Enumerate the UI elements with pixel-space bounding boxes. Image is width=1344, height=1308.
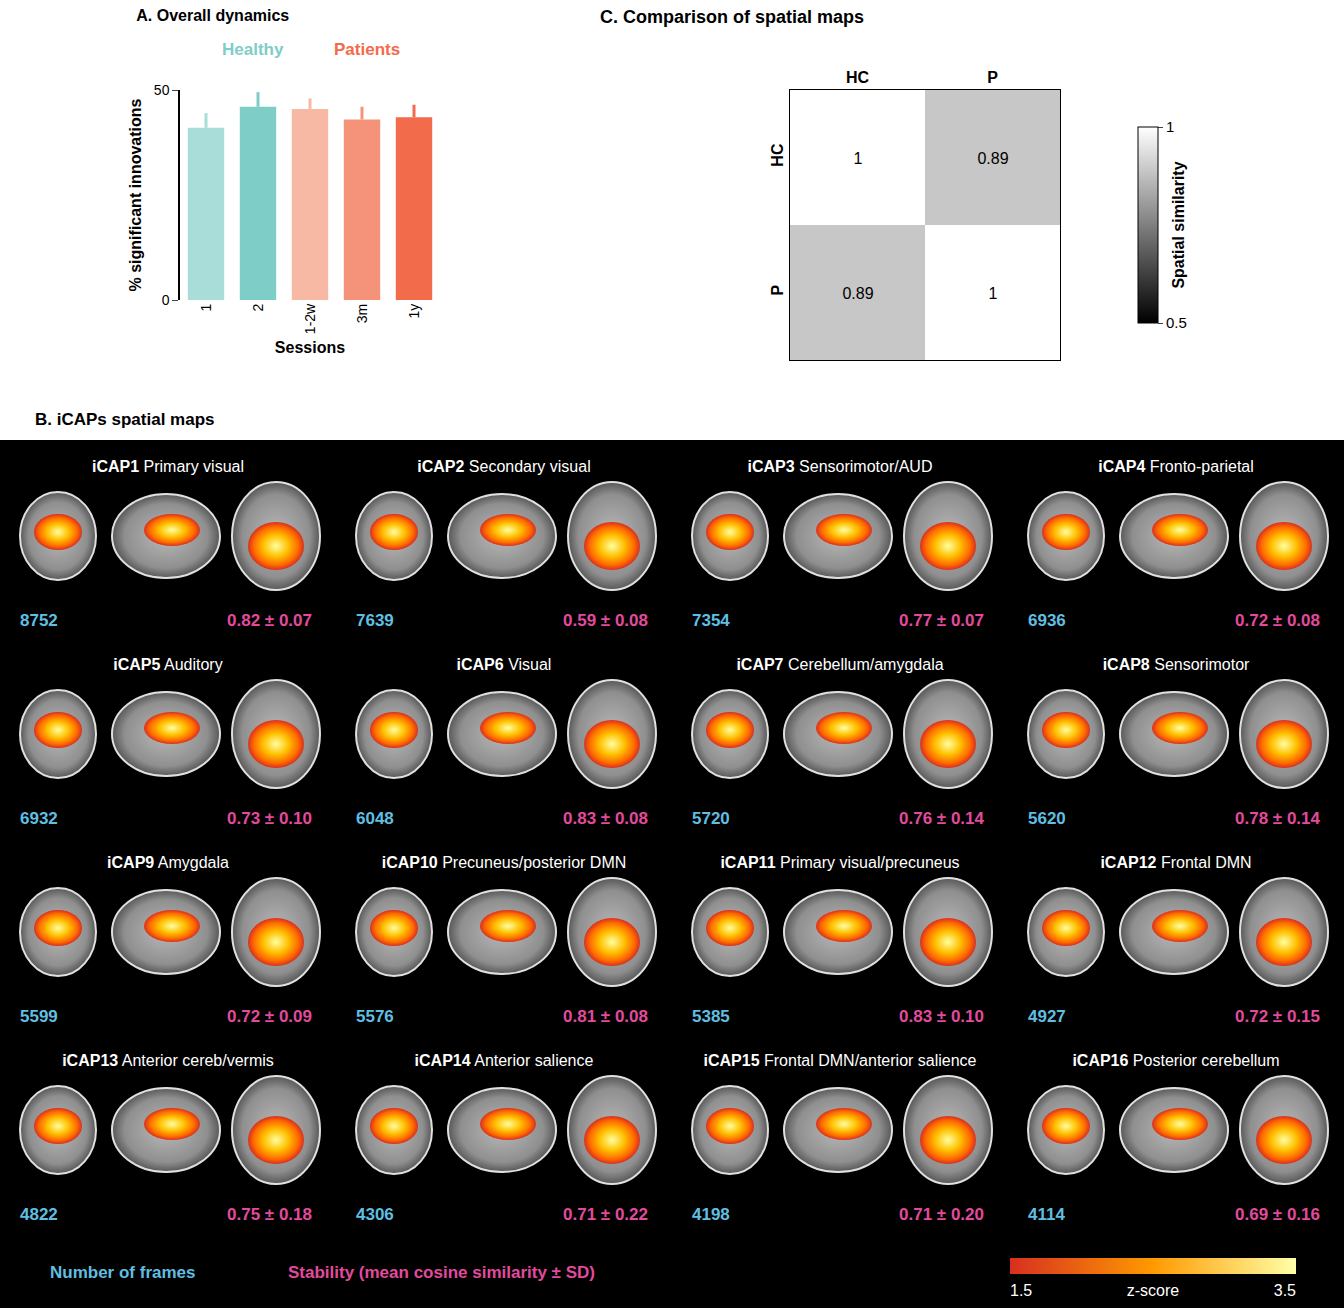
- svg-text:0.76 ± 0.14: 0.76 ± 0.14: [899, 809, 984, 828]
- svg-text:3m: 3m: [354, 304, 370, 323]
- svg-text:HC: HC: [846, 69, 870, 86]
- svg-text:1: 1: [989, 285, 998, 302]
- svg-text:0.81 ± 0.08: 0.81 ± 0.08: [563, 1007, 648, 1026]
- svg-text:4114: 4114: [1028, 1205, 1065, 1224]
- svg-text:iCAP4 Fronto-parietal: iCAP4 Fronto-parietal: [1098, 458, 1254, 475]
- svg-text:iCAP15 Frontal DMN/anterior sa: iCAP15 Frontal DMN/anterior salience: [704, 1052, 977, 1069]
- svg-text:0.69 ± 0.16: 0.69 ± 0.16: [1235, 1205, 1320, 1224]
- svg-text:0.71 ± 0.22: 0.71 ± 0.22: [563, 1205, 648, 1224]
- svg-text:4927: 4927: [1028, 1007, 1066, 1026]
- svg-text:0.83 ± 0.10: 0.83 ± 0.10: [899, 1007, 984, 1026]
- svg-text:iCAP14 Anterior salience: iCAP14 Anterior salience: [415, 1052, 594, 1069]
- svg-text:0.82 ± 0.07: 0.82 ± 0.07: [227, 611, 312, 630]
- svg-text:5385: 5385: [692, 1007, 730, 1026]
- svg-text:iCAP3 Sensorimotor/AUD: iCAP3 Sensorimotor/AUD: [748, 458, 933, 475]
- svg-text:Stability (mean cosine similar: Stability (mean cosine similarity ± SD): [288, 1263, 595, 1282]
- svg-text:0: 0: [162, 292, 170, 308]
- svg-text:1: 1: [1166, 118, 1174, 135]
- svg-text:iCAP12 Frontal DMN: iCAP12 Frontal DMN: [1100, 854, 1251, 871]
- svg-text:1-2w: 1-2w: [302, 303, 318, 334]
- svg-text:iCAP7 Cerebellum/amygdala: iCAP7 Cerebellum/amygdala: [736, 656, 943, 673]
- svg-text:Number of frames: Number of frames: [50, 1263, 195, 1282]
- svg-text:0.83 ± 0.08: 0.83 ± 0.08: [563, 809, 648, 828]
- svg-text:4306: 4306: [356, 1205, 394, 1224]
- svg-text:6048: 6048: [356, 809, 394, 828]
- svg-text:Sessions: Sessions: [275, 339, 345, 356]
- svg-text:0.73 ± 0.10: 0.73 ± 0.10: [227, 809, 312, 828]
- svg-text:0.72 ± 0.09: 0.72 ± 0.09: [227, 1007, 312, 1026]
- svg-text:iCAP2 Secondary visual: iCAP2 Secondary visual: [417, 458, 590, 475]
- svg-text:iCAP5 Auditory: iCAP5 Auditory: [113, 656, 222, 673]
- html-text:B. iCAPs spatial maps: B. iCAPs spatial maps: [35, 410, 215, 429]
- svg-text:iCAP9 Amygdala: iCAP9 Amygdala: [107, 854, 229, 871]
- svg-text:5576: 5576: [356, 1007, 394, 1026]
- svg-text:C. Comparison of spatial maps: C. Comparison of spatial maps: [600, 7, 864, 27]
- svg-text:5599: 5599: [20, 1007, 58, 1026]
- svg-text:1: 1: [854, 150, 863, 167]
- svg-text:iCAP13 Anterior cereb/vermis: iCAP13 Anterior cereb/vermis: [62, 1052, 274, 1069]
- svg-text:P: P: [987, 69, 998, 86]
- svg-text:Spatial similarity: Spatial similarity: [1170, 161, 1187, 288]
- svg-text:5620: 5620: [1028, 809, 1066, 828]
- svg-text:4198: 4198: [692, 1205, 730, 1224]
- svg-text:HC: HC: [769, 143, 786, 167]
- svg-text:0.72 ± 0.08: 0.72 ± 0.08: [1235, 611, 1320, 630]
- svg-text:0.75 ± 0.18: 0.75 ± 0.18: [227, 1205, 312, 1224]
- svg-text:iCAP6 Visual: iCAP6 Visual: [457, 656, 552, 673]
- svg-text:Healthy: Healthy: [222, 40, 284, 59]
- svg-text:0.59 ± 0.08: 0.59 ± 0.08: [563, 611, 648, 630]
- svg-text:iCAP1 Primary visual: iCAP1 Primary visual: [92, 458, 244, 475]
- svg-text:7639: 7639: [356, 611, 394, 630]
- svg-text:0.5: 0.5: [1166, 314, 1187, 331]
- svg-text:8752: 8752: [20, 611, 58, 630]
- svg-text:% significant innovations: % significant innovations: [127, 98, 144, 291]
- svg-text:1y: 1y: [406, 304, 422, 319]
- svg-text:0.89: 0.89: [842, 285, 873, 302]
- svg-text:iCAP16 Posterior cerebellum: iCAP16 Posterior cerebellum: [1072, 1052, 1279, 1069]
- svg-text:50: 50: [154, 82, 170, 98]
- svg-text:0.72 ± 0.15: 0.72 ± 0.15: [1235, 1007, 1320, 1026]
- svg-text:A. Overall dynamics: A. Overall dynamics: [136, 7, 289, 24]
- svg-text:6932: 6932: [20, 809, 58, 828]
- svg-text:iCAP11 Primary visual/precuneu: iCAP11 Primary visual/precuneus: [720, 854, 959, 871]
- svg-text:3.5: 3.5: [1274, 1282, 1296, 1299]
- svg-text:P: P: [769, 284, 786, 295]
- svg-text:0.71 ± 0.20: 0.71 ± 0.20: [899, 1205, 984, 1224]
- svg-text:7354: 7354: [692, 611, 730, 630]
- svg-text:1: 1: [198, 304, 214, 312]
- svg-text:0.89: 0.89: [977, 150, 1008, 167]
- svg-text:5720: 5720: [692, 809, 730, 828]
- svg-text:2: 2: [250, 304, 266, 312]
- svg-text:0.77 ± 0.07: 0.77 ± 0.07: [899, 611, 984, 630]
- svg-text:iCAP8 Sensorimotor: iCAP8 Sensorimotor: [1103, 656, 1250, 673]
- svg-text:iCAP10 Precuneus/posterior DMN: iCAP10 Precuneus/posterior DMN: [382, 854, 627, 871]
- svg-text:4822: 4822: [20, 1205, 58, 1224]
- svg-text:z-score: z-score: [1127, 1282, 1180, 1299]
- svg-text:6936: 6936: [1028, 611, 1066, 630]
- svg-text:1.5: 1.5: [1010, 1282, 1032, 1299]
- svg-text:0.78 ± 0.14: 0.78 ± 0.14: [1235, 809, 1320, 828]
- svg-text:Patients: Patients: [334, 40, 400, 59]
